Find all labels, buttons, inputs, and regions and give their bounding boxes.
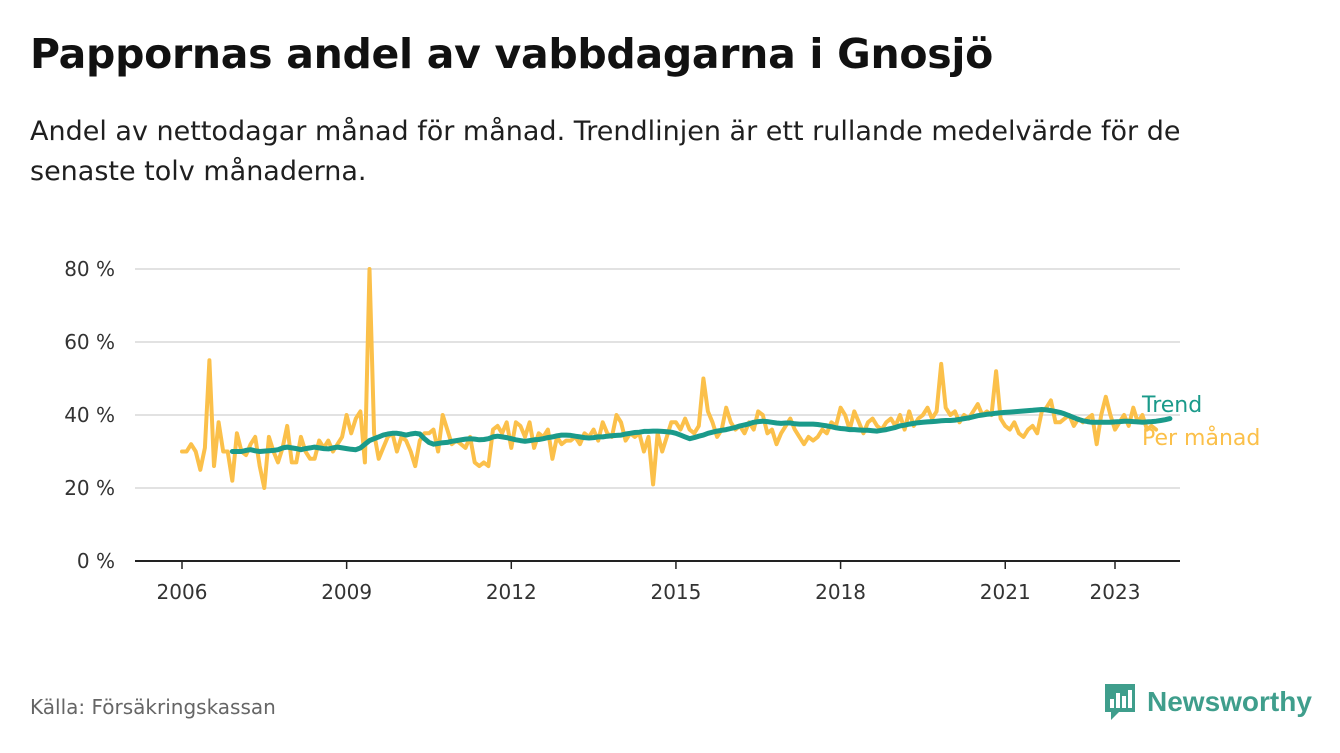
series-labels: Per månad Trend	[1141, 393, 1260, 451]
x-tick-label: 2009	[321, 580, 372, 604]
y-tick-label: 20 %	[64, 476, 115, 500]
grid-lines	[135, 268, 1180, 562]
series-label-trend: Trend	[1141, 393, 1202, 418]
brand-name: Newsworthy	[1147, 686, 1312, 717]
x-tick-label: 2021	[980, 580, 1031, 604]
newsworthy-logo-icon	[1105, 684, 1135, 720]
brand-logo[interactable]: Newsworthy	[1103, 682, 1312, 722]
series-line-trend	[229, 407, 1173, 454]
series-label-per-manad: Per månad	[1142, 425, 1260, 451]
x-tick-label: 2015	[650, 580, 701, 604]
series-lines	[180, 267, 1173, 490]
chart-subtitle: Andel av nettodagar månad för månad. Tre…	[30, 116, 1181, 187]
y-axis-ticks: 0 % 20 % 40 % 60 % 80 %	[64, 257, 115, 573]
x-axis-ticks: 2006 2009 2012 2015 2018 2021 2023	[157, 561, 1141, 604]
y-tick-label: 80 %	[64, 257, 115, 281]
y-tick-label: 60 %	[64, 330, 115, 354]
x-tick-label: 2006	[157, 580, 208, 604]
y-tick-label: 40 %	[64, 403, 115, 427]
x-tick-label: 2018	[815, 580, 866, 604]
x-tick-label: 2023	[1090, 580, 1141, 604]
y-tick-label: 0 %	[77, 549, 115, 573]
x-tick-label: 2012	[486, 580, 537, 604]
source-note: Källa: Försäkringskassan	[30, 695, 276, 719]
chart-title: Pappornas andel av vabbdagarna i Gnosjö	[30, 30, 993, 78]
series-line-per-manad	[180, 267, 1159, 490]
